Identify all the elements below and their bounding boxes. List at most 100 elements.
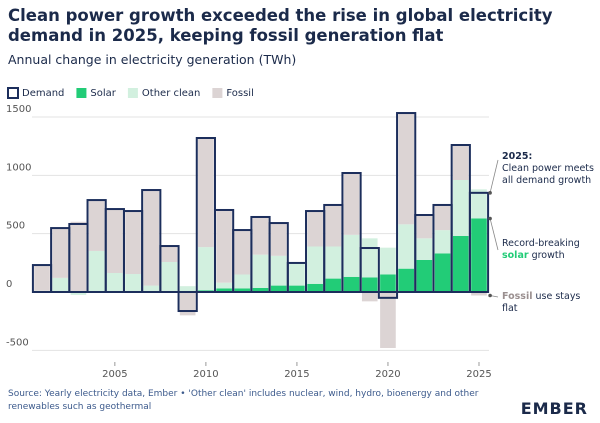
bar-segment <box>88 199 105 251</box>
bar-segment <box>216 210 232 283</box>
bar-segment <box>270 255 287 286</box>
chart-title: Clean power growth exceeded the rise in … <box>8 6 553 45</box>
bar-segment <box>398 113 414 225</box>
bar-segment <box>270 223 287 256</box>
y-tick-label: 500 <box>6 221 25 232</box>
bar-segment <box>452 145 469 180</box>
bar-segment <box>380 247 396 275</box>
demand-outline <box>359 247 380 293</box>
bar-segment <box>471 189 487 219</box>
bar-segment <box>343 173 360 235</box>
bar-segment <box>325 205 342 247</box>
annotation: 2025: Clean power meets all demand growt… <box>502 151 594 187</box>
legend-swatch <box>7 87 19 99</box>
demand-outline <box>159 245 180 294</box>
y-tick-label: 1500 <box>6 104 31 115</box>
bar-segment <box>398 268 414 292</box>
y-tick-label: 1000 <box>6 162 31 173</box>
bar-segment <box>416 215 433 239</box>
annotation-text: Clean power meets all demand growth <box>502 163 594 186</box>
bar-segment <box>307 211 323 247</box>
bar-segment <box>143 189 160 286</box>
x-tick-label: 2020 <box>375 369 400 380</box>
bar-segment <box>179 286 196 291</box>
bar-segment <box>70 221 87 292</box>
source-note: Source: Yearly electricity data, Ember •… <box>8 389 479 412</box>
bar-segment <box>52 227 69 278</box>
annotation-connector <box>489 159 499 193</box>
bar-segment <box>88 250 105 292</box>
chart-subtitle: Annual change in electricity generation … <box>8 52 297 67</box>
legend-label: Solar <box>90 88 116 99</box>
bar-segment <box>161 245 178 263</box>
bar-segment <box>107 272 123 292</box>
bar-segment <box>434 205 451 231</box>
legend-label: Other clean <box>142 88 200 99</box>
annotation-highlight: solar <box>502 250 529 261</box>
annotation-dot <box>488 216 492 221</box>
bar-segment <box>343 234 360 277</box>
logo: EMBER <box>520 399 588 418</box>
bar-segment <box>270 285 287 292</box>
bar-segment <box>471 292 487 296</box>
bar-segment <box>179 292 196 316</box>
bar-segment <box>198 247 214 291</box>
bar-segment <box>416 259 433 292</box>
bar-segment <box>325 278 342 292</box>
bar-segment <box>361 292 378 302</box>
annotation-text: growth <box>531 250 565 261</box>
legend-swatch <box>76 88 87 98</box>
bar-segment <box>416 238 433 260</box>
legend-label: Demand <box>22 88 64 99</box>
bar-segment <box>216 288 232 292</box>
bar-segment <box>198 138 214 248</box>
bar-segment <box>343 276 360 292</box>
annotation: Fossil use stays flat <box>502 291 594 315</box>
bar-segment <box>452 180 469 236</box>
bar-segment <box>252 217 269 255</box>
bar-segment <box>380 274 396 292</box>
demand-outline <box>396 112 417 293</box>
annotation-title: 2025: <box>502 151 533 162</box>
bar-segment <box>234 288 251 292</box>
demand-outline <box>268 222 289 293</box>
legend-swatch <box>212 88 223 98</box>
annotation-connector <box>489 218 499 251</box>
bar-segment <box>398 224 414 269</box>
y-tick-label: 0 <box>6 279 12 290</box>
bar-segment <box>143 285 160 292</box>
bar-segment <box>216 282 232 289</box>
demand-outline <box>468 191 490 293</box>
bar-segment <box>125 210 141 275</box>
annotation-highlight: Fossil <box>502 291 533 302</box>
x-tick-label: 2005 <box>102 369 127 380</box>
bar-segment <box>252 287 269 292</box>
bar-segment <box>34 265 50 291</box>
bar-segment <box>434 230 451 254</box>
annotation: Record-breaking solar growth <box>502 238 594 262</box>
bar-segment <box>434 253 451 292</box>
x-tick-label: 2025 <box>466 369 491 380</box>
x-tick-label: 2010 <box>193 369 218 380</box>
bar-segment <box>161 262 178 292</box>
annotation-dot <box>488 293 492 298</box>
bar-segment <box>471 218 487 292</box>
bar-segment <box>452 236 469 292</box>
annotation-text: use stays flat <box>502 291 581 314</box>
legend-swatch <box>127 88 138 98</box>
demand-outline <box>177 291 198 313</box>
demand-outline <box>341 172 362 293</box>
x-tick-label: 2015 <box>284 369 309 380</box>
bar-segment <box>234 230 251 275</box>
legend-label: Fossil <box>226 88 254 99</box>
bar-segment <box>289 262 305 286</box>
bar-segment <box>289 285 305 292</box>
bar-segment <box>52 277 69 292</box>
bar-segment <box>307 246 323 284</box>
bar-segment <box>361 277 378 292</box>
bar-segment <box>380 292 396 348</box>
bar-segment <box>307 283 323 292</box>
bar-segment <box>107 208 123 273</box>
